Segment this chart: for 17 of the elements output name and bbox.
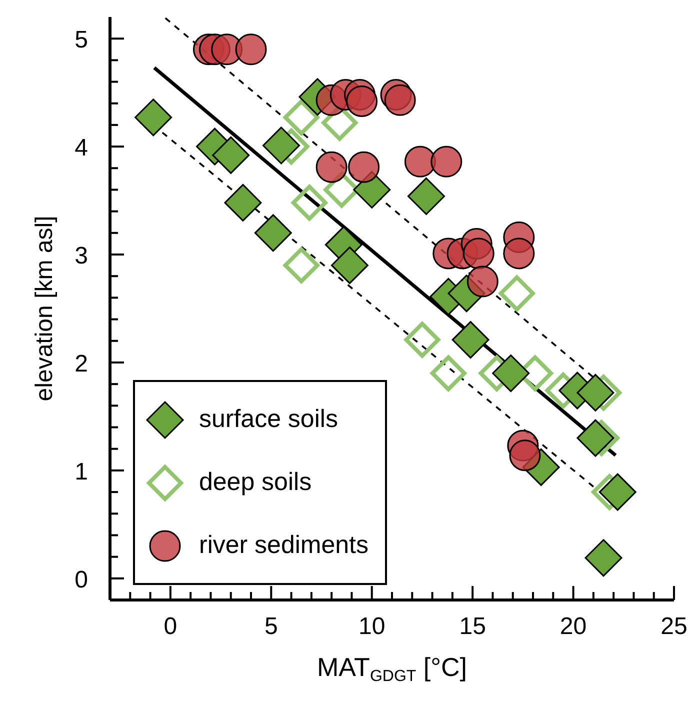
y-axis-title: elevation [km asl] — [31, 216, 58, 402]
x-tick-label: 15 — [459, 613, 486, 640]
y-tick-label: 1 — [74, 458, 88, 486]
y-tick-label: 4 — [74, 134, 88, 162]
y-tick-label: 5 — [74, 26, 88, 54]
x-tick-label: 20 — [560, 613, 587, 640]
y-tick-label: 0 — [74, 566, 88, 594]
x-tick-label: 25 — [660, 613, 688, 640]
legend-label: deep soils — [199, 468, 312, 497]
legend-label: surface soils — [199, 405, 338, 434]
y-tick-label: 3 — [74, 242, 88, 270]
legend-label: river sediments — [199, 531, 368, 560]
x-axis-title: MAT$_{GDGT}$ [°C] — [316, 652, 468, 685]
y-tick-label: 2 — [74, 350, 88, 378]
x-tick-label: 0 — [164, 613, 178, 640]
x-tick-label: 5 — [264, 613, 278, 640]
x-tick-label: 10 — [358, 613, 386, 640]
